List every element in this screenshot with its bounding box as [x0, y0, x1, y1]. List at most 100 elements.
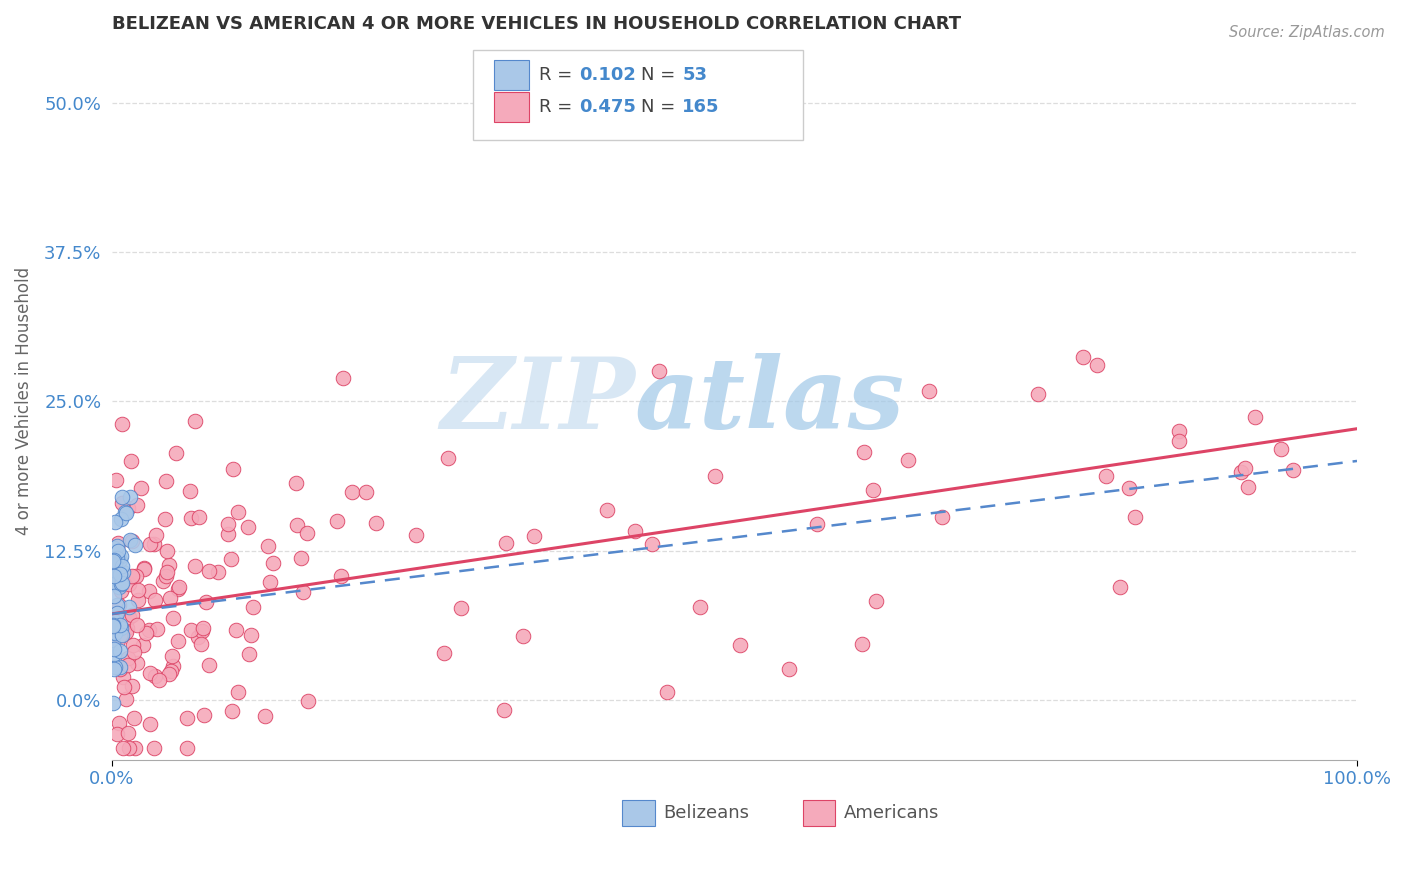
Text: 165: 165	[682, 98, 720, 116]
Point	[432, 646, 454, 660]
Point	[167, 580, 190, 594]
Point	[450, 601, 472, 615]
Point	[184, 414, 207, 428]
Point	[1026, 386, 1049, 401]
FancyBboxPatch shape	[472, 50, 803, 140]
Point	[124, 645, 146, 659]
Point	[111, 740, 134, 755]
Text: 53: 53	[682, 66, 707, 84]
Point	[1118, 481, 1140, 495]
Point	[285, 518, 308, 533]
Text: Americans: Americans	[844, 805, 939, 822]
Point	[217, 527, 239, 541]
Point	[104, 660, 127, 674]
Point	[165, 446, 187, 460]
Text: atlas: atlas	[636, 353, 905, 450]
Point	[103, 569, 125, 583]
Point	[1270, 442, 1292, 457]
Point	[1071, 350, 1094, 364]
Point	[180, 623, 202, 637]
Point	[851, 637, 873, 651]
Point	[114, 505, 136, 519]
Point	[167, 582, 190, 596]
Point	[160, 648, 183, 663]
Point	[1229, 465, 1251, 479]
Point	[259, 574, 281, 589]
Point	[101, 618, 124, 632]
Point	[1282, 463, 1305, 477]
Point	[148, 673, 170, 687]
Point	[112, 681, 135, 695]
Point	[143, 740, 166, 755]
Point	[138, 583, 160, 598]
Point	[114, 507, 136, 521]
Point	[704, 469, 727, 483]
Point	[104, 563, 127, 577]
Point	[648, 364, 671, 378]
Point	[728, 638, 751, 652]
Point	[1243, 409, 1265, 424]
Point	[108, 660, 131, 674]
Point	[101, 543, 124, 558]
Point	[103, 647, 125, 661]
Point	[139, 537, 162, 551]
Point	[118, 533, 141, 548]
Point	[1085, 358, 1108, 372]
Point	[108, 553, 131, 567]
Point	[191, 624, 214, 638]
Point	[110, 618, 132, 632]
Point	[111, 628, 134, 642]
Text: Source: ZipAtlas.com: Source: ZipAtlas.com	[1229, 25, 1385, 40]
Point	[238, 520, 260, 534]
Point	[101, 554, 124, 568]
Point	[156, 566, 179, 580]
Point	[153, 512, 176, 526]
Point	[159, 591, 181, 605]
Point	[115, 625, 138, 640]
Point	[103, 619, 125, 633]
Point	[897, 452, 920, 467]
Point	[862, 483, 884, 497]
Point	[104, 606, 127, 620]
Point	[139, 717, 162, 731]
Point	[297, 694, 319, 708]
Point	[596, 502, 619, 516]
Point	[162, 611, 184, 625]
Point	[101, 635, 124, 649]
Point	[114, 691, 136, 706]
Point	[108, 567, 131, 582]
Point	[103, 553, 125, 567]
FancyBboxPatch shape	[494, 93, 529, 122]
Point	[111, 490, 134, 504]
Point	[238, 647, 260, 661]
Point	[623, 524, 645, 538]
Point	[103, 642, 125, 657]
Point	[221, 704, 243, 718]
Point	[101, 617, 124, 632]
Point	[332, 370, 354, 384]
Point	[101, 696, 124, 710]
Point	[142, 537, 165, 551]
Point	[162, 659, 184, 673]
Point	[354, 484, 377, 499]
Point	[146, 623, 169, 637]
Point	[105, 541, 128, 555]
Point	[176, 740, 198, 755]
Point	[222, 462, 245, 476]
Point	[145, 528, 167, 542]
Point	[179, 483, 201, 498]
Point	[207, 565, 229, 579]
Point	[127, 592, 149, 607]
Point	[108, 715, 131, 730]
Text: 0.102: 0.102	[579, 66, 636, 84]
Point	[143, 593, 166, 607]
Point	[110, 511, 132, 525]
Point	[522, 529, 544, 543]
Point	[104, 473, 127, 487]
Point	[193, 707, 215, 722]
Point	[103, 662, 125, 676]
Point	[121, 568, 143, 582]
Point	[108, 598, 131, 612]
Point	[125, 569, 148, 583]
Point	[806, 516, 828, 531]
